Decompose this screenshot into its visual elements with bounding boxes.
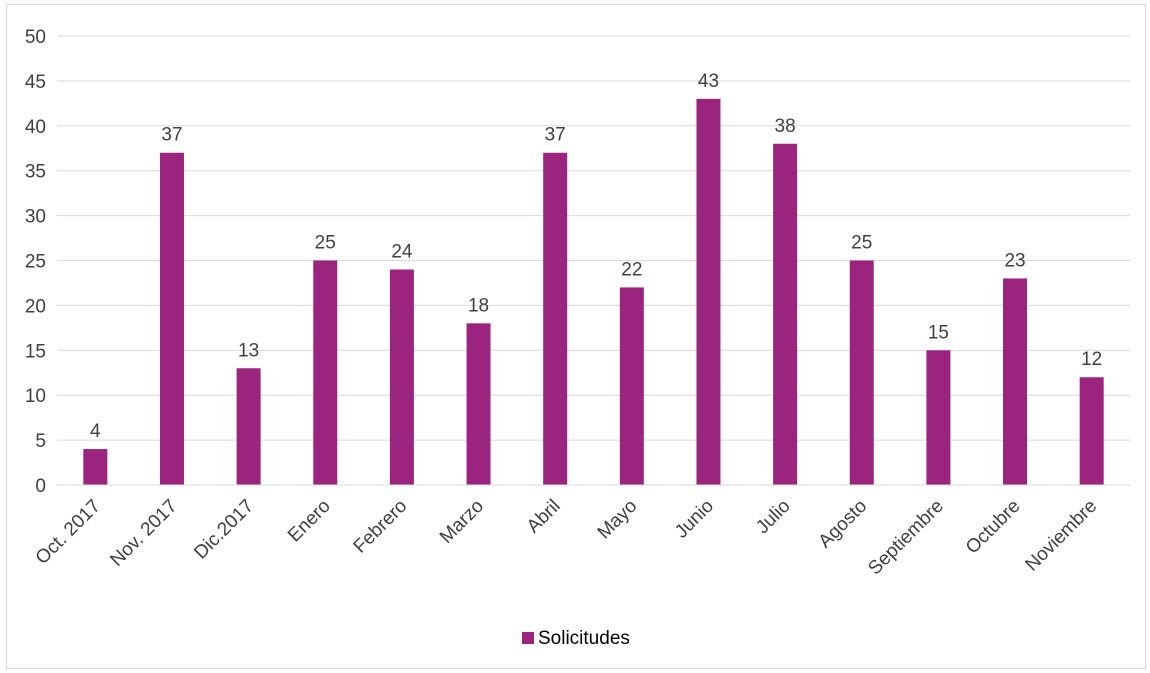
data-label: 13: [238, 340, 259, 361]
x-tick-label: Noviembre: [1021, 496, 1101, 576]
data-label: 15: [928, 322, 949, 343]
data-label: 37: [545, 125, 566, 146]
data-label: 43: [698, 71, 719, 92]
data-label: 22: [621, 259, 642, 280]
bar: [466, 323, 491, 485]
x-tick-label: Octubre: [962, 496, 1025, 559]
x-tick-label: Julio: [752, 496, 794, 538]
bar: [926, 350, 951, 485]
y-tick-label: 35: [25, 162, 46, 183]
data-label: 25: [851, 233, 872, 254]
x-tick-label: Abril: [523, 496, 565, 538]
x-tick-label: Agosto: [815, 496, 872, 553]
y-tick-label: 30: [25, 207, 46, 228]
x-tick-label: Oct. 2017: [32, 496, 105, 569]
x-tick-label: Septiembre: [864, 496, 948, 580]
legend-swatch: [522, 632, 534, 644]
data-label: 37: [161, 125, 182, 146]
bar: [619, 287, 644, 485]
y-tick-label: 25: [25, 252, 46, 273]
bar: [543, 152, 568, 486]
bar: [389, 269, 414, 485]
bar: [313, 260, 338, 485]
bar: [236, 368, 261, 485]
x-tick-label: Junio: [671, 496, 718, 543]
legend-label: Solicitudes: [538, 628, 630, 649]
x-tick-label: Mayo: [594, 496, 642, 544]
y-tick-label: 5: [35, 431, 46, 452]
bar: [849, 260, 874, 485]
data-label: 25: [315, 233, 336, 254]
y-tick-label: 10: [25, 386, 46, 407]
data-label: 12: [1081, 349, 1102, 370]
x-tick-label: Nov. 2017: [106, 496, 181, 571]
chart-frame: [6, 4, 1146, 669]
bar: [773, 143, 798, 485]
y-tick-label: 15: [25, 341, 46, 362]
y-tick-label: 0: [35, 476, 46, 497]
x-tick-label: Febrero: [350, 496, 412, 558]
x-tick-label: Dic.2017: [190, 496, 258, 564]
bar: [696, 98, 721, 486]
data-label: 23: [1004, 250, 1025, 271]
data-label: 18: [468, 295, 489, 316]
bar: [159, 152, 184, 486]
x-tick-label: Marzo: [436, 496, 488, 548]
bar: [1003, 278, 1028, 485]
y-tick-label: 45: [25, 72, 46, 93]
data-label: 4: [90, 421, 101, 442]
bar: [1079, 377, 1104, 485]
y-tick-label: 50: [25, 27, 46, 48]
x-tick-label: Enero: [284, 496, 335, 547]
bar: [83, 449, 108, 485]
data-label: 24: [391, 241, 413, 262]
y-tick-label: 40: [25, 117, 46, 138]
data-label: 38: [775, 116, 796, 137]
y-tick-label: 20: [25, 296, 46, 317]
